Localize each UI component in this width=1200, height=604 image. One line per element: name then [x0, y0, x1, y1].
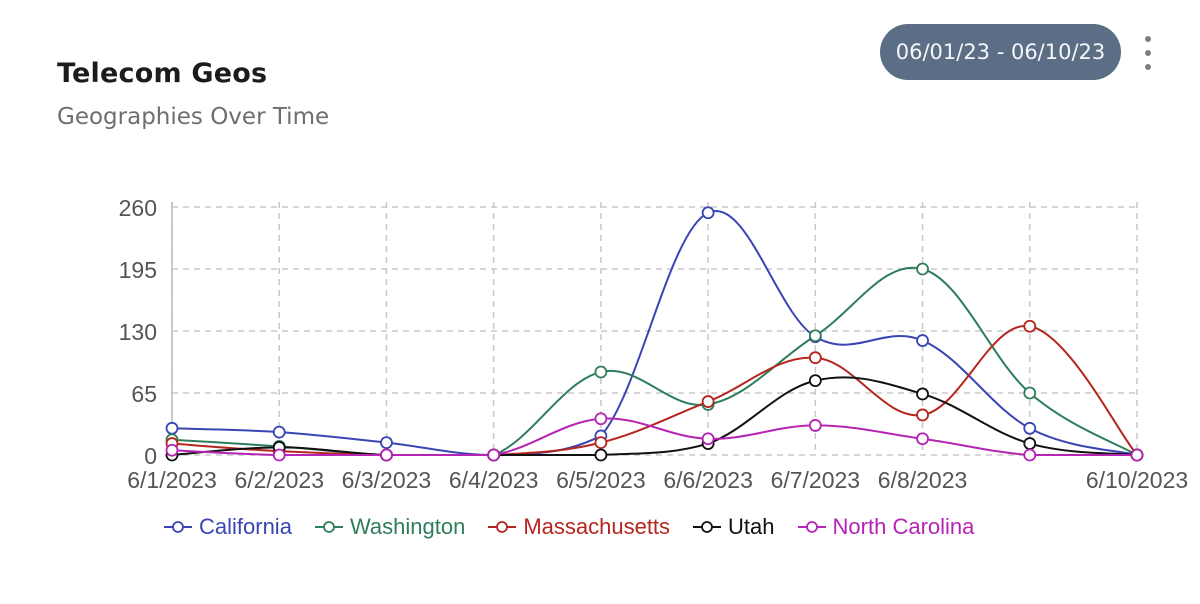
legend-item[interactable]: California	[163, 514, 292, 540]
legend-item[interactable]: North Carolina	[797, 514, 975, 540]
data-point	[487, 448, 501, 462]
x-tick-label: 6/10/2023	[1086, 467, 1188, 493]
data-point	[165, 421, 179, 435]
chart-title: Telecom Geos	[57, 58, 268, 89]
data-point	[1130, 448, 1144, 462]
data-point	[701, 206, 715, 220]
legend-swatch-marker	[701, 521, 713, 533]
data-point	[808, 374, 822, 388]
legend-label: Massachusetts	[523, 514, 671, 539]
data-point	[808, 329, 822, 343]
data-point	[808, 351, 822, 365]
legend-label: Utah	[728, 514, 775, 539]
data-point	[916, 432, 929, 446]
data-point	[272, 448, 286, 462]
data-point	[916, 387, 929, 401]
legend-swatch-icon	[488, 521, 517, 533]
data-point	[916, 262, 929, 276]
x-tick-label: 6/7/2023	[771, 467, 861, 493]
axes: 0 65 130 195 260 6/1/2023 6/2/2023 6/3/2023 6/4/…	[119, 195, 1189, 493]
data-point	[701, 432, 715, 446]
kebab-dot	[1145, 36, 1151, 42]
chart-legend: California Washington Massachusetts Utah Nor…	[163, 512, 996, 542]
legend-swatch-marker	[496, 521, 509, 533]
data-point	[1023, 437, 1037, 450]
data-point	[1023, 448, 1037, 462]
legend-item[interactable]: Massachusetts	[487, 514, 670, 540]
date-range-button[interactable]: 06/01/23 - 06/10/23	[880, 24, 1121, 80]
grid	[171, 202, 1138, 456]
series-lines	[171, 209, 1138, 457]
series-points	[165, 206, 1144, 462]
y-tick-label: 65	[131, 381, 157, 407]
kebab-dot	[1145, 64, 1151, 70]
x-tick-label: 6/5/2023	[556, 467, 646, 493]
x-tick-label: 6/1/2023	[127, 467, 217, 493]
data-point	[1023, 421, 1037, 435]
legend-swatch-icon	[314, 521, 343, 533]
series-line-utah	[171, 376, 1138, 457]
data-point	[1023, 386, 1037, 400]
legend-item[interactable]: Washington	[314, 514, 465, 540]
y-tick-label: 130	[119, 319, 157, 345]
chart-subtitle: Geographies Over Time	[57, 104, 330, 130]
data-point	[701, 395, 715, 408]
data-point	[380, 448, 393, 462]
legend-item[interactable]: Utah	[692, 514, 775, 540]
data-point	[594, 448, 608, 462]
data-point	[594, 412, 608, 426]
legend-label: North Carolina	[832, 514, 975, 539]
x-tick-label: 6/2/2023	[234, 467, 324, 493]
data-point	[272, 425, 286, 439]
data-point	[808, 419, 822, 432]
data-point	[1023, 319, 1037, 333]
legend-label: Washington	[349, 514, 466, 539]
legend-swatch-icon	[164, 521, 192, 533]
kebab-dot	[1145, 50, 1151, 56]
series-line-california	[171, 209, 1138, 457]
data-point	[380, 436, 393, 450]
x-tick-label: 6/8/2023	[878, 467, 968, 493]
y-tick-label: 260	[119, 195, 157, 221]
legend-swatch-marker	[323, 521, 335, 533]
data-point	[916, 408, 929, 422]
data-point	[594, 436, 608, 450]
x-tick-label: 6/3/2023	[342, 467, 432, 493]
legend-swatch-marker	[172, 521, 184, 533]
series-line-north-carolina	[171, 417, 1137, 457]
x-tick-label: 6/6/2023	[663, 467, 753, 493]
data-point	[594, 365, 608, 379]
legend-label: California	[199, 514, 292, 539]
y-tick-label: 195	[119, 257, 157, 283]
legend-swatch-icon	[797, 521, 826, 533]
data-point	[916, 334, 929, 347]
data-point	[165, 443, 179, 457]
x-tick-label: 6/4/2023	[449, 467, 539, 493]
y-tick-label: 0	[144, 443, 157, 469]
kebab-menu-icon[interactable]	[1136, 36, 1160, 70]
legend-swatch-icon	[693, 521, 722, 533]
legend-swatch-marker	[805, 521, 818, 533]
